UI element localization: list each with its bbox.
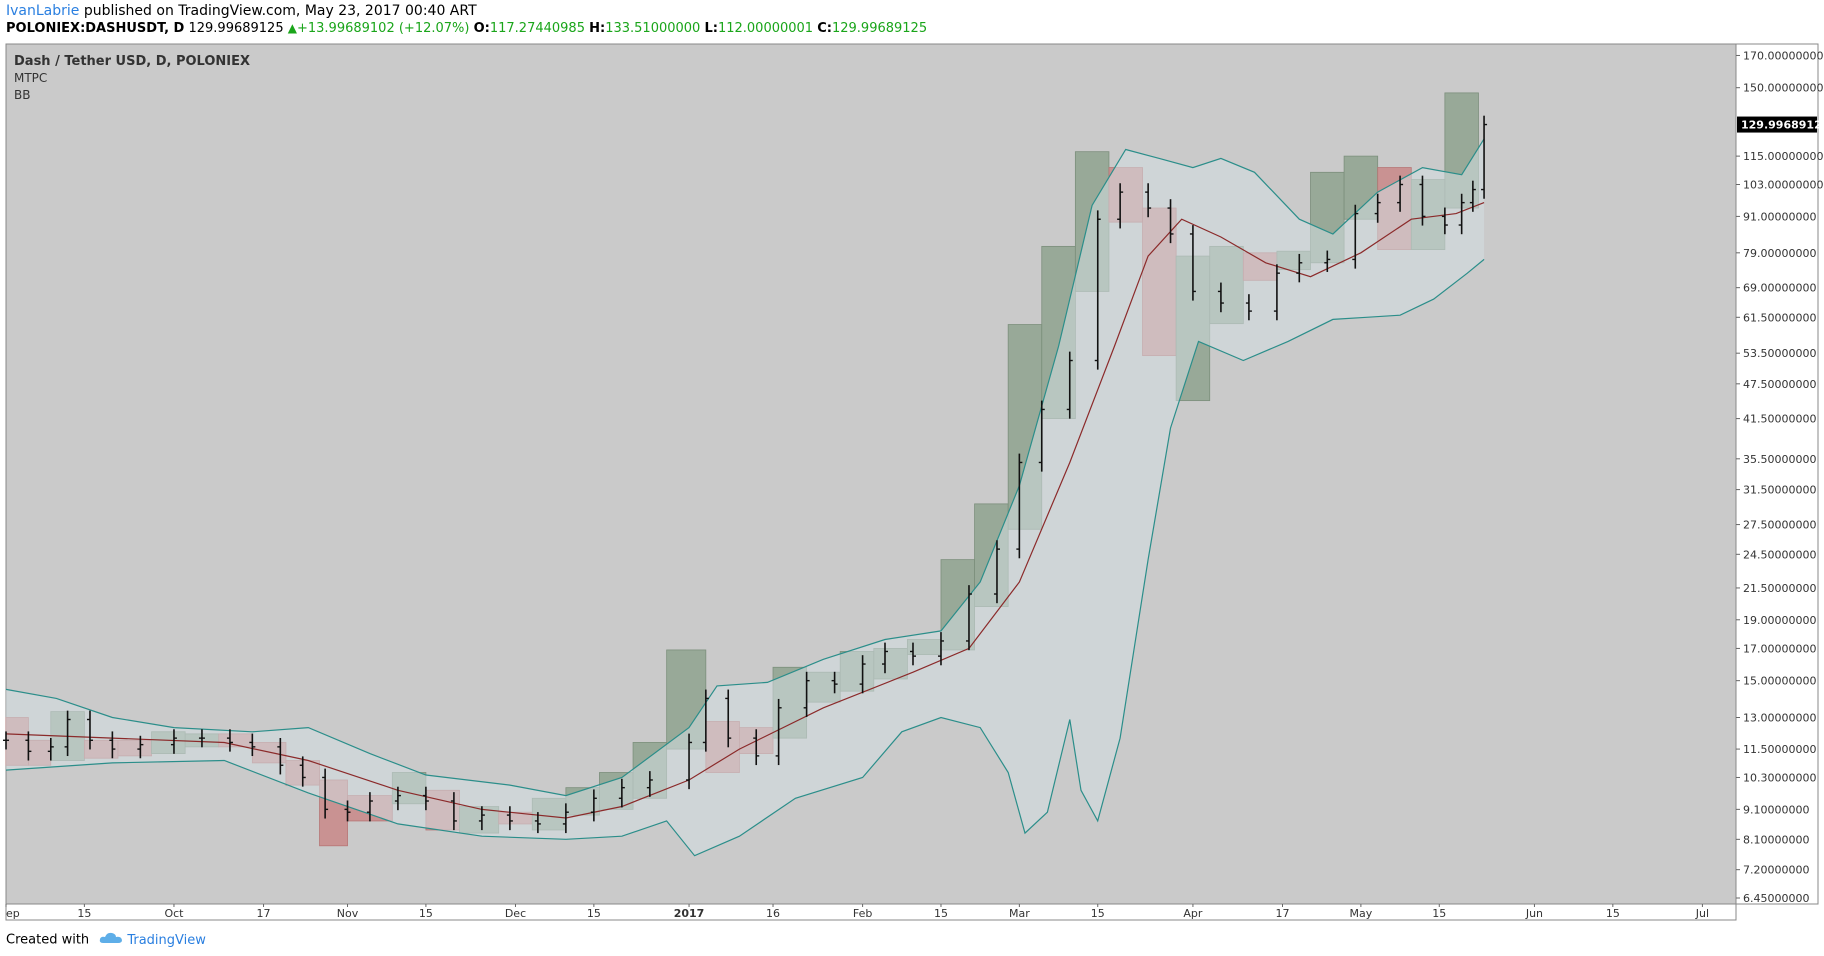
x-tick-label: Nov	[337, 907, 359, 920]
time-axis[interactable]	[5, 903, 1737, 921]
x-tick-label: 2017	[674, 907, 705, 920]
y-tick-label: 27.50000000	[1743, 519, 1816, 532]
y-tick-label: 9.10000000	[1743, 803, 1809, 816]
y-tick-label: 103.00000000	[1743, 179, 1823, 192]
y-tick-label: 6.45000000	[1743, 892, 1809, 905]
y-tick-label: 11.50000000	[1743, 743, 1816, 756]
legend-bb: BB	[14, 88, 30, 102]
y-tick-label: 79.00000000	[1743, 247, 1816, 260]
tradingview-cloud-icon[interactable]	[99, 931, 123, 949]
y-tick-label: 24.50000000	[1743, 548, 1816, 561]
bb-fill	[6, 138, 1485, 856]
y-tick-label: 170.00000000	[1743, 49, 1823, 62]
open-value: 117.27440985	[489, 21, 585, 36]
y-tick-label: 35.50000000	[1743, 453, 1816, 466]
x-tick-label: 15	[419, 907, 433, 920]
close-value: 129.99689125	[831, 21, 928, 36]
last-price-marker	[1737, 116, 1817, 133]
y-tick-label: 19.00000000	[1743, 614, 1816, 627]
last-price: 129.99689125	[188, 21, 284, 36]
x-tick-label: Oct	[164, 907, 184, 920]
x-tick-label: Dec	[505, 907, 526, 920]
y-tick-label: 150.00000000	[1743, 82, 1823, 95]
published-text: published on TradingView.com, May 23, 20…	[79, 3, 477, 19]
y-tick-label: 53.50000000	[1743, 347, 1816, 360]
price-change: +13.99689102 (+12.07%)	[296, 21, 470, 36]
close-label: C:	[817, 21, 832, 36]
y-tick-label: 69.00000000	[1743, 282, 1816, 295]
x-tick-label: Jun	[1525, 907, 1543, 920]
x-tick-label: Mar	[1009, 907, 1030, 920]
y-tick-label: 13.00000000	[1743, 712, 1816, 725]
last-price-label: 129.99689125	[1741, 119, 1824, 132]
price-axis[interactable]	[1735, 43, 1819, 905]
high-label: H:	[589, 21, 606, 36]
up-arrow-icon: ▲	[287, 21, 297, 35]
y-tick-label: 8.10000000	[1743, 833, 1809, 846]
x-tick-label: 17	[1276, 907, 1290, 920]
price-chart[interactable]: 170.00000000 150.00000000 115.00000000 103.…	[0, 0, 1824, 925]
x-tick-label: Apr	[1183, 907, 1203, 920]
y-tick-label: 115.00000000	[1743, 150, 1823, 163]
low-label: L:	[704, 21, 718, 36]
high-value: 133.51000000	[605, 21, 701, 36]
y-tick-label: 41.50000000	[1743, 413, 1816, 426]
symbol-label[interactable]: POLONIEX:DASHUSDT, D	[6, 21, 185, 36]
x-tick-label: Feb	[853, 907, 872, 920]
y-tick-label: 15.00000000	[1743, 675, 1816, 688]
x-tick-label: 15	[587, 907, 601, 920]
bb-lower-line	[5, 258, 1485, 857]
x-tick-label: 15	[934, 907, 948, 920]
x-tick-label: ep	[6, 907, 20, 920]
quote-line: POLONIEX:DASHUSDT, D 129.99689125 ▲+13.9…	[6, 21, 927, 36]
x-tick-label: May	[1350, 907, 1373, 920]
y-tick-label: 10.30000000	[1743, 771, 1816, 784]
low-value: 112.00000001	[717, 21, 814, 36]
x-tick-label: 16	[766, 907, 780, 920]
y-tick-label: 17.00000000	[1743, 642, 1816, 655]
x-tick-label: 15	[77, 907, 91, 920]
y-tick-label: 91.00000000	[1743, 210, 1816, 223]
x-tick-label: Jul	[1695, 907, 1709, 920]
x-tick-label: 15	[1606, 907, 1620, 920]
author-link[interactable]: IvanLabrie	[6, 3, 80, 19]
open-label: O:	[473, 21, 490, 36]
footer: Created with TradingView	[6, 931, 206, 949]
x-tick-label: 15	[1432, 907, 1446, 920]
x-tick-label: 15	[1091, 907, 1105, 920]
y-tick-label: 61.50000000	[1743, 311, 1816, 324]
tradingview-link[interactable]: TradingView	[127, 932, 206, 948]
y-tick-label: 47.50000000	[1743, 378, 1816, 391]
y-tick-label: 7.20000000	[1743, 864, 1809, 877]
published-line: IvanLabrie published on TradingView.com,…	[6, 3, 477, 19]
y-tick-label: 31.50000000	[1743, 484, 1816, 497]
x-tick-label: 17	[257, 907, 271, 920]
bb-upper-line	[5, 138, 1485, 797]
y-tick-label: 21.50000000	[1743, 582, 1816, 595]
created-with-text: Created with	[6, 932, 90, 948]
legend-mtpc: MTPC	[14, 71, 47, 85]
legend-title: Dash / Tether USD, D, POLONIEX	[14, 54, 250, 69]
